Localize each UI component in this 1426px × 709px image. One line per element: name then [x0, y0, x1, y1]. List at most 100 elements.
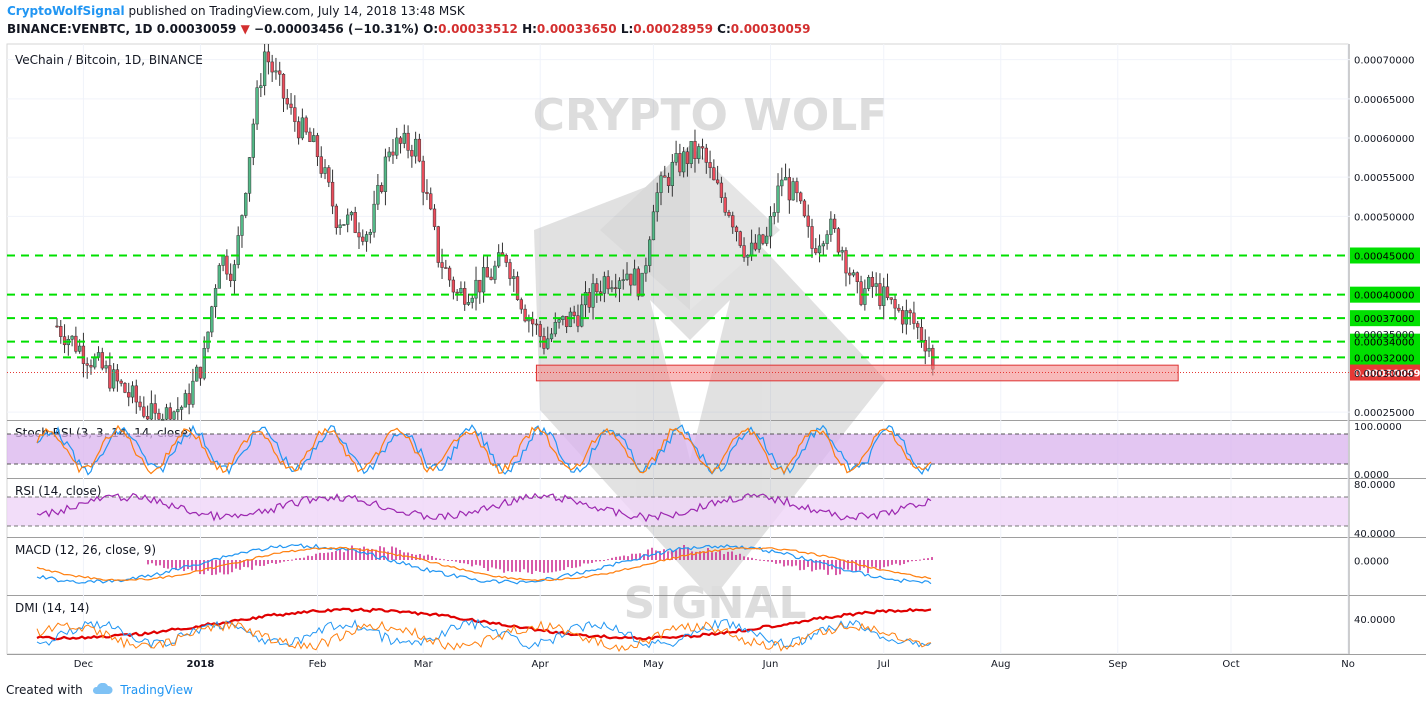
candle-body — [712, 167, 716, 181]
candle-body — [402, 132, 406, 144]
macd-histogram-bar — [563, 560, 565, 570]
candle-body — [346, 214, 350, 225]
macd-histogram-bar — [491, 560, 493, 568]
candle-body — [455, 291, 459, 294]
wolf-logo-shape — [534, 170, 886, 600]
macd-histogram-bar — [247, 560, 249, 568]
candle-body — [436, 226, 440, 263]
author-link[interactable]: CryptoWolfSignal — [7, 4, 125, 18]
macd-histogram-bar — [227, 560, 229, 575]
macd-histogram-bar — [343, 552, 345, 560]
candle-body — [187, 393, 191, 405]
macd-histogram-bar — [351, 545, 353, 560]
macd-histogram-bar — [359, 548, 361, 560]
candle-body — [738, 231, 742, 246]
indicator-pane: DMI (14, 14) — [15, 601, 89, 615]
candle-body — [447, 267, 452, 281]
candle-body — [229, 273, 233, 281]
candle-body — [580, 304, 584, 327]
macd-histogram-bar — [543, 560, 545, 573]
macd-histogram-bar — [931, 557, 933, 560]
macd-histogram-bar — [571, 560, 573, 569]
down-arrow-icon: ▼ — [240, 22, 250, 36]
stoch-d-line — [36, 424, 932, 475]
support-levels: 0.00045000 0.00040000 0.00037000 0.00034000… — [7, 247, 1420, 382]
chart-canvas[interactable]: CRYPTO WOLF SIGNAL Stoch RSI (3, 3, 14, … — [0, 40, 1426, 680]
candle-body — [259, 85, 263, 88]
candle-body — [413, 138, 418, 157]
candle-body — [104, 365, 108, 369]
close-label: C: — [717, 22, 731, 36]
macd-histogram-bar — [803, 560, 805, 570]
macd-histogram-bar — [431, 556, 433, 560]
macd-histogram-bar — [427, 554, 429, 560]
low-label: L: — [620, 22, 634, 36]
candle-body — [632, 268, 637, 286]
macd-histogram-bar — [331, 552, 333, 560]
time-tick-label: No — [1341, 659, 1355, 670]
candle-body — [538, 324, 542, 337]
candle-body — [844, 250, 848, 274]
macd-histogram-bar — [303, 557, 305, 560]
macd-histogram-bar — [879, 560, 881, 570]
macd-histogram-bar — [843, 560, 845, 570]
candle-body — [802, 200, 807, 217]
price-axis[interactable]: 0.00070000 0.00065000 0.00060000 0.00055000… — [1354, 56, 1414, 626]
macd-histogram-bar — [179, 560, 181, 568]
time-tick-label: Dec — [74, 659, 93, 670]
candle-body — [870, 277, 875, 287]
indicator-tick-label: 100.0000 — [1354, 422, 1402, 433]
candle-body — [557, 319, 561, 323]
macd-histogram-bar — [683, 544, 685, 560]
candle-body — [874, 283, 878, 287]
candle-body — [285, 97, 289, 105]
candle-body — [715, 179, 720, 184]
price-tick-label: 0.00055000 — [1354, 173, 1414, 184]
macd-histogram-bar — [591, 560, 593, 563]
candle-body — [602, 276, 607, 294]
macd-histogram-bar — [283, 560, 285, 562]
candle-body — [916, 323, 920, 328]
published-text: published on TradingView.com, July 14, 2… — [128, 4, 465, 18]
candle-body — [134, 385, 138, 403]
created-with-text: Created with — [6, 683, 83, 697]
indicator-title: RSI (14, close) — [15, 484, 101, 498]
macd-histogram-bar — [719, 550, 721, 560]
macd-histogram-bar — [735, 554, 737, 560]
candle-body — [289, 103, 293, 108]
publish-line: CryptoWolfSignal published on TradingVie… — [7, 4, 465, 18]
macd-histogram-bar — [507, 560, 509, 572]
macd-histogram-bar — [187, 560, 189, 570]
tradingview-link[interactable]: TradingView — [120, 683, 193, 697]
macd-histogram-bar — [899, 560, 901, 566]
time-axis[interactable]: Dec 2018 Feb Mar Apr May Jun Jul Aug Sep Oct No — [74, 659, 1355, 670]
indicator-title: DMI (14, 14) — [15, 601, 89, 615]
candle-body — [859, 281, 863, 305]
macd-histogram-bar — [175, 560, 177, 570]
candle-body — [247, 157, 252, 194]
candle-body — [327, 167, 331, 183]
candle-body — [889, 297, 893, 300]
rsi-band — [7, 497, 1348, 526]
candle-body — [757, 234, 761, 250]
macd-line — [36, 543, 932, 585]
candle-body — [587, 292, 591, 308]
candle-body — [398, 137, 403, 144]
indicator-pane: RSI (14, close) — [15, 484, 101, 498]
candle-body — [719, 182, 724, 198]
candle-body — [278, 70, 282, 75]
candle-body — [817, 245, 822, 254]
price-tick-label: 0.00065000 — [1354, 95, 1414, 106]
candle-body — [255, 87, 259, 125]
candle-body — [625, 273, 629, 280]
macd-histogram-bar — [307, 555, 309, 560]
macd-histogram-bar — [767, 560, 769, 562]
candle-body — [919, 327, 924, 341]
macd-histogram-bar — [547, 560, 549, 573]
macd-histogram-bar — [375, 549, 377, 560]
macd-histogram-bar — [159, 560, 161, 566]
macd-histogram-bar — [643, 553, 645, 560]
macd-histogram-bar — [279, 560, 281, 563]
candle-body — [663, 175, 667, 178]
macd-histogram-bar — [679, 548, 681, 560]
